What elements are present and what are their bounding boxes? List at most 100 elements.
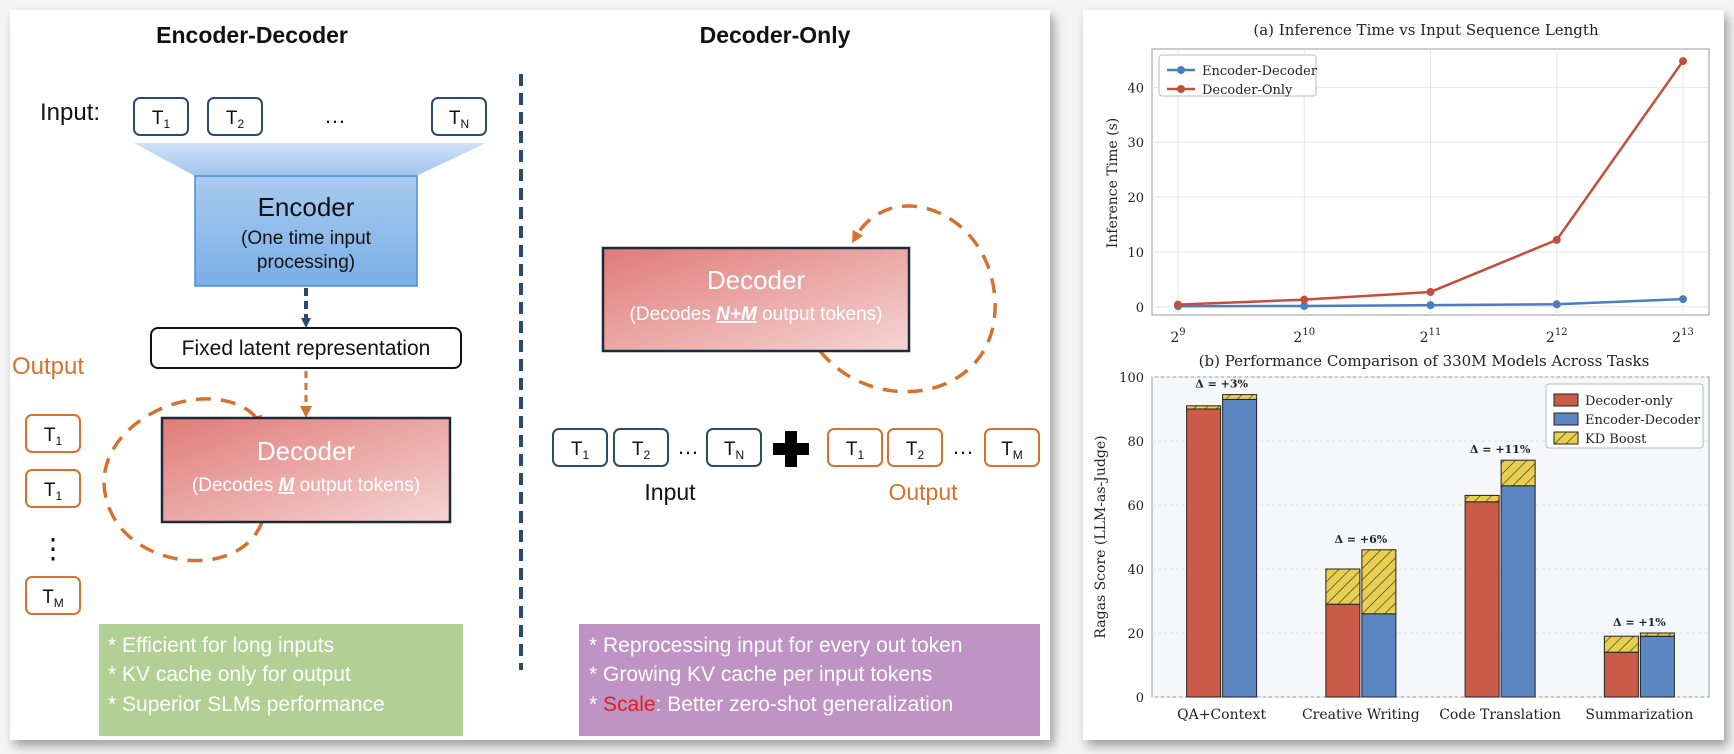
svg-text:T2: T2 [632, 439, 651, 462]
line-point [1300, 295, 1309, 304]
svg-text:T1: T1 [846, 439, 865, 462]
encoder-subtitle-line2: processing) [257, 252, 355, 273]
line-legend-label: Encoder-Decoder [1202, 64, 1318, 79]
enc-output-vertical-dots: ⋮ [39, 533, 67, 564]
svg-text:* Efficient for long inputs: * Efficient for long inputs [108, 634, 334, 657]
line-point [1679, 57, 1687, 66]
enc-input-token-2: T2 [207, 97, 263, 136]
line-x-tick-label: 29 [1170, 327, 1185, 346]
enc-dec-decoder-loop [102, 397, 264, 563]
dec-input-ellipsis: … [677, 434, 699, 459]
enc-output-token-m: TM [25, 576, 81, 615]
bar-kd-boost-decoder-only [1325, 568, 1361, 605]
svg-text:T2: T2 [226, 108, 245, 131]
bar-encoder-decoder [1222, 398, 1258, 698]
bar-encoder-decoder [1500, 485, 1536, 698]
architecture-diagram-panel: Encoder-Decoder Decoder-Only Input: T1 T… [10, 10, 1050, 740]
enc-dec-decoder-subtitle: (Decodes M output tokens) [192, 475, 420, 496]
encoder-decoder-title: Encoder-Decoder [156, 22, 348, 48]
dec-output-token-m: TM [984, 428, 1040, 467]
dec-only-notes: * Reprocessing input for every out token… [579, 624, 1040, 736]
dec-output-ellipsis: … [952, 434, 974, 459]
svg-text:TN: TN [449, 108, 469, 131]
enc-dec-decoder-title: Decoder [257, 436, 356, 466]
line-point [1552, 235, 1561, 244]
svg-text:Fixed latent representation: Fixed latent representation [182, 337, 431, 360]
dec-only-decoder-subtitle: (Decodes N+M output tokens) [630, 304, 883, 325]
input-label: Input: [40, 99, 100, 126]
bar-x-tick-label: Summarization [1585, 707, 1693, 723]
line-y-tick-label: 10 [1127, 246, 1144, 261]
line-point [1300, 301, 1309, 310]
charts-panel: (a) Inference Time vs Input Sequence Len… [1083, 10, 1724, 740]
line-x-tick-label: 210 [1293, 327, 1315, 346]
line-y-tick-label: 0 [1136, 301, 1144, 316]
bar-kd-boost-encoder-decoder [1222, 394, 1258, 400]
enc-dec-output-label: Output [12, 353, 84, 380]
svg-text:* Scale: Better zero-shot gene: * Scale: Better zero-shot generalization [589, 693, 953, 716]
line-y-tick-label: 20 [1127, 191, 1144, 206]
line-chart-title: (a) Inference Time vs Input Sequence Len… [1253, 21, 1599, 39]
dec-output-token-2: T2 [887, 428, 943, 467]
architecture-diagram: Encoder-Decoder Decoder-Only Input: T1 T… [12, 22, 1040, 736]
bar-legend-label: Decoder-only [1585, 394, 1673, 409]
line-x-tick-label: 213 [1672, 327, 1694, 346]
svg-text:T1: T1 [44, 425, 63, 448]
svg-text:TM: TM [42, 587, 64, 610]
bar-kd-boost-encoder-decoder [1361, 549, 1397, 615]
line-x-tick-label: 211 [1420, 327, 1442, 346]
svg-text:T2: T2 [906, 439, 925, 462]
bar-chart: (b) Performance Comparison of 330M Model… [1093, 352, 1710, 723]
dec-only-input-label: Input [644, 479, 696, 505]
encoder-subtitle-line1: (One time input [241, 228, 372, 249]
bar-y-tick-label: 40 [1127, 563, 1144, 578]
line-chart-legend: Encoder-Decoder Decoder-Only [1158, 54, 1318, 98]
bar-chart-ylabel: Ragas Score (LLM-as-Judge) [1093, 435, 1109, 638]
enc-input-ellipsis: … [324, 103, 346, 128]
line-point [1174, 300, 1182, 309]
svg-text:* Reprocessing input for every: * Reprocessing input for every out token [589, 634, 963, 657]
bar-encoder-decoder [1639, 635, 1675, 698]
enc-output-token-1: T1 [25, 414, 81, 453]
bar-x-tick-label: QA+Context [1177, 707, 1266, 723]
svg-text:T1: T1 [152, 108, 171, 131]
dec-input-token-1: T1 [552, 428, 608, 467]
encoder-funnel [134, 143, 486, 176]
bar-legend-swatch [1553, 393, 1579, 407]
bar-kd-boost-encoder-decoder [1500, 459, 1536, 487]
bar-legend-swatch [1553, 412, 1579, 426]
svg-text:* KV cache only for output: * KV cache only for output [108, 663, 351, 686]
line-chart: (a) Inference Time vs Input Sequence Len… [1105, 21, 1710, 346]
bar-y-tick-label: 0 [1136, 691, 1144, 706]
enc-input-token-n: TN [431, 97, 487, 136]
line-legend-marker [1177, 85, 1185, 93]
svg-text:TN: TN [724, 439, 744, 462]
line-point [1426, 287, 1435, 296]
bar-x-tick-label: Code Translation [1439, 707, 1561, 723]
dec-output-token-1: T1 [827, 428, 883, 467]
bar-legend-swatch [1553, 431, 1579, 445]
enc-output-token-2: T1 [25, 469, 81, 508]
enc-dec-notes: * Efficient for long inputs * KV cache o… [99, 624, 463, 736]
encoder-block: Encoder (One time input processing) [194, 175, 418, 287]
bar-delta-annotation: Δ = +11% [1470, 443, 1531, 456]
bar-encoder-decoder [1361, 613, 1397, 698]
dec-input-token-2: T2 [613, 428, 669, 467]
bar-legend-label: Encoder-Decoder [1585, 413, 1701, 428]
dec-only-decoder-loop [818, 204, 997, 394]
bar-delta-annotation: Δ = +3% [1195, 378, 1248, 391]
line-legend-label: Decoder-Only [1202, 83, 1293, 98]
svg-text:TM: TM [1001, 439, 1023, 462]
bar-y-tick-label: 60 [1127, 499, 1144, 514]
dec-only-decoder-block: Decoder (Decodes N+M output tokens) [601, 246, 911, 353]
svg-text:T1: T1 [44, 480, 63, 503]
decoder-only-title: Decoder-Only [700, 22, 851, 48]
line-point [1552, 300, 1561, 309]
bar-kd-boost-decoder-only [1186, 405, 1222, 410]
svg-text:* Growing KV cache per input t: * Growing KV cache per input tokens [589, 663, 932, 686]
line-legend-marker [1177, 66, 1185, 74]
bar-y-tick-label: 20 [1127, 627, 1144, 642]
bar-y-tick-label: 100 [1119, 371, 1144, 386]
bar-delta-annotation: Δ = +6% [1335, 533, 1388, 546]
enc-input-token-1: T1 [133, 97, 189, 136]
